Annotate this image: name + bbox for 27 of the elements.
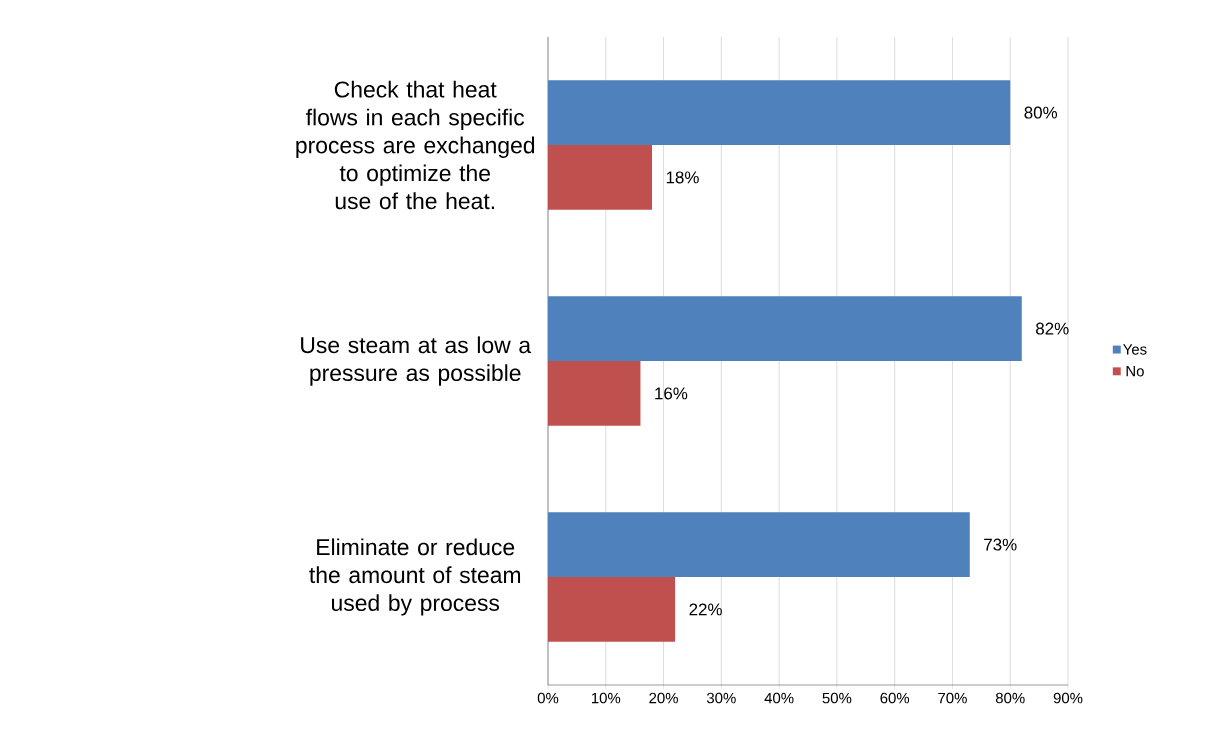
data-label: 16% (655, 387, 688, 400)
y-tick-label: Use steam at as low a pressure as possible (301, 336, 532, 386)
x-tick-label: 10% (591, 692, 621, 704)
bar (548, 361, 641, 426)
bar (548, 577, 676, 642)
data-label: 73% (984, 538, 1017, 551)
bar (548, 80, 1011, 145)
x-tick-label: 50% (822, 692, 852, 704)
bar (548, 512, 970, 578)
x-tick-label: 30% (706, 692, 736, 704)
x-tick-label: 20% (649, 692, 678, 704)
bar (548, 296, 1022, 361)
data-label: 18% (666, 171, 699, 184)
legend-label: No (1126, 366, 1144, 377)
data-label: 82% (1036, 322, 1069, 335)
y-tick-label: Check that heat flows in each specific process are exchanged to optimize the use of the heat. (296, 80, 535, 210)
bar (548, 145, 652, 210)
data-label: 80% (1024, 106, 1058, 119)
legend-label: Yes (1123, 344, 1147, 355)
x-tick-label: 60% (880, 692, 910, 704)
x-tick-label: 40% (764, 692, 794, 704)
x-tick-label: 0% (537, 692, 559, 704)
x-tick-label: 70% (938, 692, 967, 704)
y-tick-label: Eliminate or reduce the amount of steam used by process (309, 538, 521, 616)
x-tick-label: 80% (995, 692, 1025, 704)
x-tick-label: 90% (1053, 692, 1083, 704)
data-label: 22% (689, 603, 722, 616)
